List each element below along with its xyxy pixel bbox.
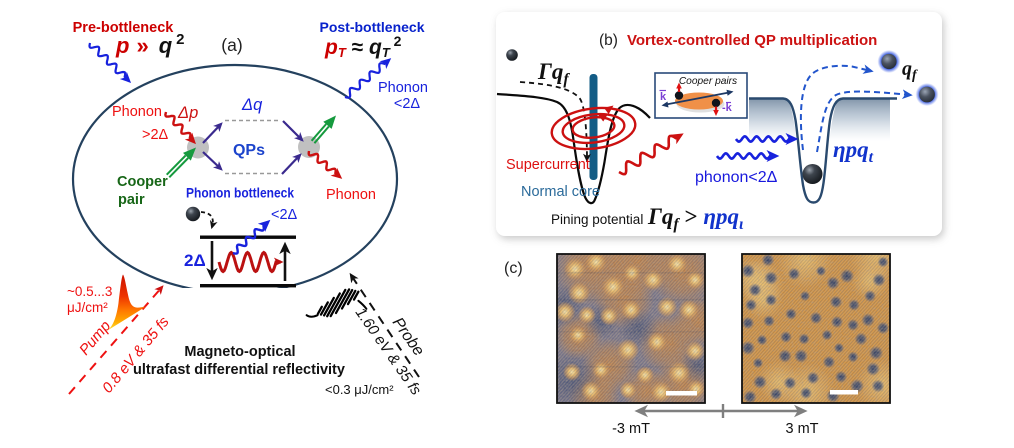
svg-text:<0.3 μJ/cm²: <0.3 μJ/cm² xyxy=(325,382,394,397)
svg-text:-k: -k xyxy=(722,102,733,114)
svg-text:pT ≈ qT 2: pT ≈ qT 2 xyxy=(324,33,402,60)
svg-text:Vortex-controlled QP multiplic: Vortex-controlled QP multiplication xyxy=(627,32,877,49)
svg-text:Γqf > ηpqι: Γqf > ηpqι xyxy=(647,204,744,233)
svg-text:Normal core: Normal core xyxy=(521,184,600,200)
svg-text:phonon<2Δ: phonon<2Δ xyxy=(695,169,778,186)
svg-text:p»q2: p» q 2 xyxy=(115,31,185,58)
svg-text:Δq: Δq xyxy=(241,96,263,114)
svg-text:Δp: Δp xyxy=(177,104,198,122)
svg-text:μJ/cm²: μJ/cm² xyxy=(67,300,108,315)
svg-text:Pining potential: Pining potential xyxy=(551,212,643,227)
svg-text:Magneto-optical: Magneto-optical xyxy=(184,344,295,360)
svg-text:Post-bottleneck: Post-bottleneck xyxy=(319,19,424,35)
svg-text:-3 mT: -3 mT xyxy=(612,421,650,437)
svg-text:Phonon: Phonon xyxy=(326,187,376,203)
svg-text:<2Δ: <2Δ xyxy=(271,207,298,223)
svg-text:ηpqt: ηpqt xyxy=(833,137,874,166)
svg-text:~0.5...3: ~0.5...3 xyxy=(67,284,112,299)
svg-text:Phonon: Phonon xyxy=(378,80,428,96)
svg-text:k: k xyxy=(660,91,667,103)
svg-text:>2Δ: >2Δ xyxy=(142,127,169,143)
svg-text:pair: pair xyxy=(118,192,145,208)
svg-text:Cooper pairs: Cooper pairs xyxy=(679,76,737,87)
svg-text:(a): (a) xyxy=(221,35,242,55)
svg-text:Pump: Pump xyxy=(76,318,114,359)
svg-text:<2Δ: <2Δ xyxy=(394,96,421,112)
svg-text:Phonon bottleneck: Phonon bottleneck xyxy=(186,185,294,201)
svg-text:Cooper: Cooper xyxy=(117,174,168,190)
svg-text:Phonon: Phonon xyxy=(112,104,162,120)
svg-text:Pre-bottleneck: Pre-bottleneck xyxy=(73,20,175,36)
svg-text:(c): (c) xyxy=(504,260,523,277)
svg-text:Supercurrent: Supercurrent xyxy=(506,157,590,173)
svg-text:ultrafast differential reflect: ultrafast differential reflectivity xyxy=(133,362,345,378)
svg-text:QPs: QPs xyxy=(233,142,265,159)
svg-text:(b): (b) xyxy=(599,32,618,49)
svg-text:2Δ: 2Δ xyxy=(184,251,206,270)
svg-text:3 mT: 3 mT xyxy=(785,421,818,437)
